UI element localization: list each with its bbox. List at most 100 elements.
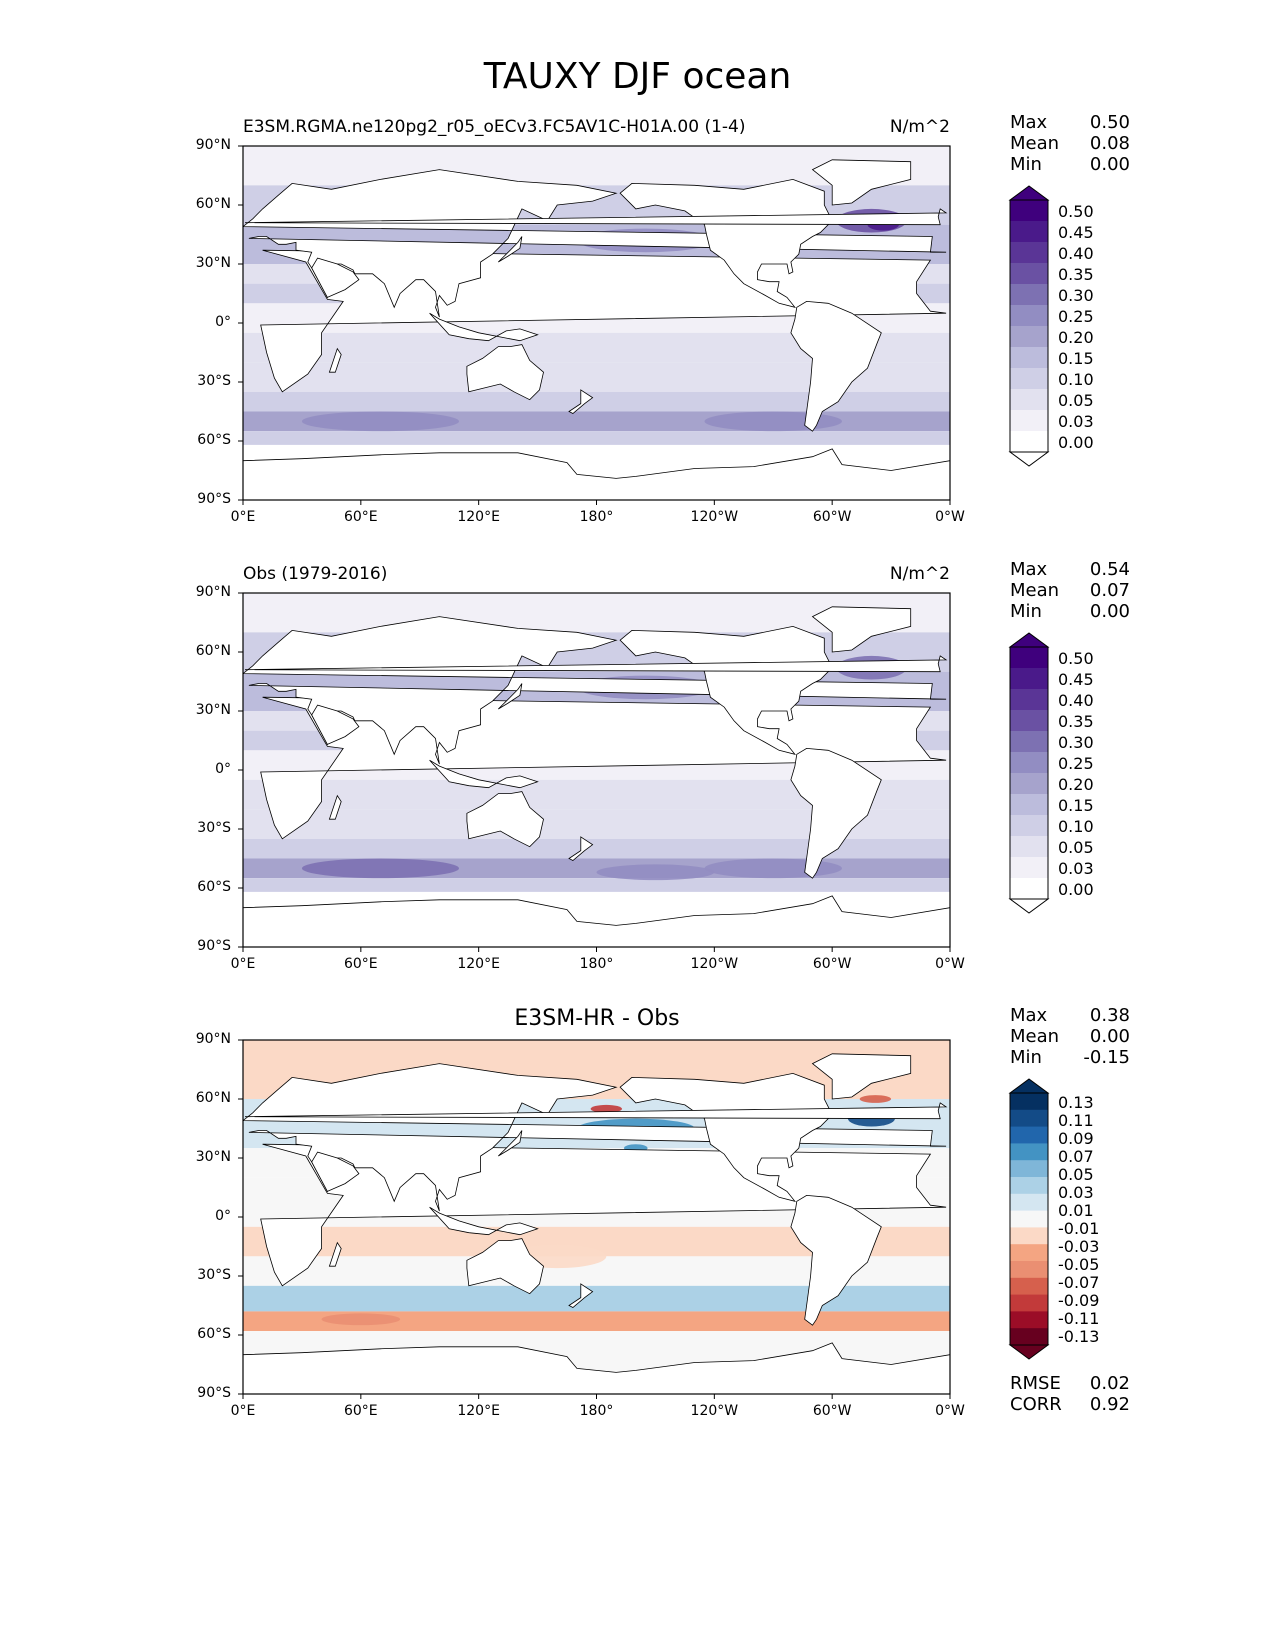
colorbar-segment — [1010, 1177, 1048, 1195]
colorbar-extend-bottom — [1008, 1344, 1050, 1360]
land-north_america — [619, 1072, 833, 1202]
y-tick-label: 90°S — [197, 491, 231, 507]
colorbar-segment — [1010, 1143, 1048, 1161]
colorbar-1 — [1008, 185, 1050, 467]
y-tick-label: 90°N — [195, 137, 231, 153]
field-contour — [321, 1313, 401, 1326]
colorbar-segment — [1010, 773, 1048, 795]
colorbar-extend-bottom — [1008, 898, 1050, 914]
x-tick-label: 0°W — [935, 1403, 965, 1419]
colorbar-segment — [1010, 410, 1048, 432]
colorbar-label: 0.15 — [1058, 795, 1094, 815]
land-europe_asia — [243, 616, 947, 765]
colorbar-segment — [1010, 284, 1048, 306]
land-nz — [568, 1283, 594, 1308]
colorbar-segment — [1010, 1277, 1048, 1296]
colorbar-segment — [1010, 1210, 1048, 1228]
colorbar-label: 0.45 — [1058, 222, 1094, 242]
field-band — [243, 878, 950, 892]
colorbar-segment — [1010, 1311, 1048, 1329]
x-tick-label: 120°W — [690, 1403, 739, 1419]
colorbar-segment — [1010, 878, 1048, 900]
field-band — [243, 838, 950, 859]
panel-2-mean-value: 0.07 — [1089, 580, 1130, 601]
field-contour — [596, 864, 715, 881]
colorbar-segment — [1010, 263, 1048, 285]
colorbar-segment — [1010, 1294, 1048, 1312]
colorbar-label: -0.05 — [1058, 1255, 1100, 1274]
panel-3-mean-value: 0.00 — [1089, 1026, 1130, 1047]
panel-1-mean-label: Mean — [1010, 133, 1060, 154]
land-indonesia — [429, 1206, 539, 1236]
map-panel-2 — [238, 592, 951, 952]
y-tick-label: 90°S — [197, 1385, 231, 1401]
panel-2-units: N/m^2 — [889, 564, 950, 584]
colorbar-label: 0.45 — [1058, 669, 1094, 689]
colorbar-segment — [1010, 1244, 1048, 1262]
colorbar-label: 0.30 — [1058, 732, 1094, 752]
panel-3-max-value: 0.38 — [1089, 1005, 1130, 1026]
colorbar-label: -0.07 — [1058, 1273, 1100, 1292]
colorbar-label: 0.00 — [1058, 432, 1094, 452]
panel-3-min-value: -0.15 — [1083, 1047, 1130, 1068]
y-tick-label: 30°S — [197, 820, 231, 836]
y-tick-label: 0° — [215, 761, 231, 777]
colorbar-segment — [1010, 794, 1048, 816]
land-australia — [466, 791, 544, 848]
colorbar-segment — [1010, 368, 1048, 390]
field-band — [243, 1311, 950, 1332]
colorbar-extend-top — [1008, 1078, 1050, 1094]
panel-2-mean-label: Mean — [1010, 580, 1060, 601]
colorbar-label: 0.20 — [1058, 774, 1094, 794]
y-tick-label: 30°S — [197, 373, 231, 389]
y-tick-label: 90°N — [195, 584, 231, 600]
colorbar-segment — [1010, 857, 1048, 879]
y-tick-label: 30°N — [195, 702, 231, 718]
y-tick-label: 0° — [215, 314, 231, 330]
colorbar-label: 0.03 — [1058, 1183, 1094, 1202]
ocean-field-1 — [243, 146, 950, 500]
x-tick-label: 120°E — [457, 1403, 500, 1419]
colorbar-segment — [1010, 1093, 1048, 1111]
x-tick-label: 60°E — [343, 509, 378, 525]
land-indonesia — [429, 312, 539, 342]
colorbar-segment — [1010, 1261, 1048, 1279]
field-contour — [301, 411, 460, 432]
field-contour — [590, 1104, 623, 1113]
colorbar-label: 0.09 — [1058, 1129, 1094, 1148]
panel-1-title: E3SM.RGMA.ne120pg2_r05_oECv3.FC5AV1C-H01… — [243, 117, 746, 137]
land-madagascar — [328, 347, 342, 373]
panel-3-min-label: Min — [1010, 1047, 1042, 1068]
panel-2-max-label: Max — [1010, 559, 1048, 580]
colorbar-segment — [1010, 221, 1048, 243]
land-europe_asia — [243, 1063, 947, 1212]
colorbar-segment — [1010, 710, 1048, 732]
colorbar-segment — [1010, 1109, 1048, 1128]
panel-3-title: E3SM-HR - Obs — [514, 1006, 680, 1031]
rmse-value: 0.02 — [1089, 1373, 1130, 1394]
ocean-field-2 — [243, 593, 950, 947]
colorbar-label: -0.03 — [1058, 1237, 1100, 1256]
land-australia — [466, 344, 544, 401]
colorbar-label: 0.35 — [1058, 264, 1094, 284]
field-contour — [301, 858, 460, 879]
ocean-field-3 — [243, 1040, 950, 1394]
colorbar-label: 0.01 — [1058, 1201, 1094, 1220]
land-nz — [568, 389, 594, 414]
panel-2-min-label: Min — [1010, 601, 1042, 622]
corr-value: 0.92 — [1089, 1394, 1130, 1415]
corr-label: CORR — [1010, 1394, 1062, 1415]
panel-1-max-label: Max — [1010, 112, 1048, 133]
land-south_america — [790, 747, 882, 879]
land-greenland — [811, 159, 912, 206]
field-contour — [859, 1095, 892, 1103]
land-south_america — [790, 1194, 882, 1326]
colorbar-label: 0.50 — [1058, 201, 1094, 221]
x-tick-label: 120°E — [457, 509, 500, 525]
colorbar-label: 0.25 — [1058, 306, 1094, 326]
land-north_america — [619, 625, 833, 755]
colorbar-segment — [1010, 1160, 1048, 1178]
land-indonesia — [429, 759, 539, 789]
land-south_america — [790, 300, 882, 432]
y-tick-label: 90°S — [197, 938, 231, 954]
